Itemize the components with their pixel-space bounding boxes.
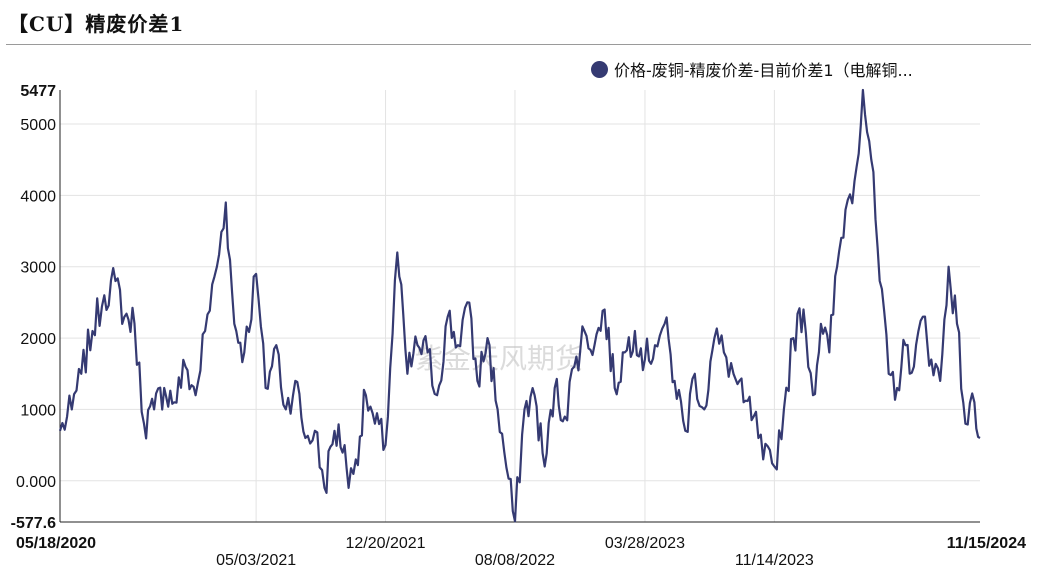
x-tick-label: 11/14/2023 [735,552,814,569]
y-tick-label: 3000 [20,260,56,277]
title-divider [6,44,1031,45]
x-tick-label: 03/28/2023 [605,535,685,552]
legend-label: 价格-废铜-精废价差-目前价差1（电解铜... [614,61,913,80]
y-tick-label: 2000 [20,331,56,348]
y-tick-label: -577.6 [11,515,56,532]
y-tick-label: 0.000 [16,474,56,491]
x-tick-label: 11/15/2024 [947,535,1026,552]
y-tick-label: 1000 [20,402,56,419]
x-axis-ticks: 05/18/2020 05/03/2021 12/20/2021 08/08/2022… [16,535,1026,569]
x-tick-label: 08/08/2022 [475,552,555,569]
x-tick-label: 05/18/2020 [16,535,96,552]
watermark: 紫金天风期货 [415,342,583,375]
y-tick-label: 4000 [20,188,56,205]
axes [59,90,980,523]
x-tick-label: 12/20/2021 [345,535,425,552]
legend-marker-icon [591,60,608,78]
y-tick-label: 5000 [20,117,56,134]
chart-title: 【CU】精废价差1 [8,12,185,36]
x-tick-label: 05/03/2021 [216,552,296,569]
y-axis-ticks: 5477 5000 4000 3000 2000 1000 0.000 -577.6 [11,83,56,532]
chart-legend[interactable]: 价格-废铜-精废价差-目前价差1（电解铜... [591,57,913,81]
grid-lines [60,90,980,522]
series-line [58,88,981,523]
y-tick-label: 5477 [20,83,56,100]
